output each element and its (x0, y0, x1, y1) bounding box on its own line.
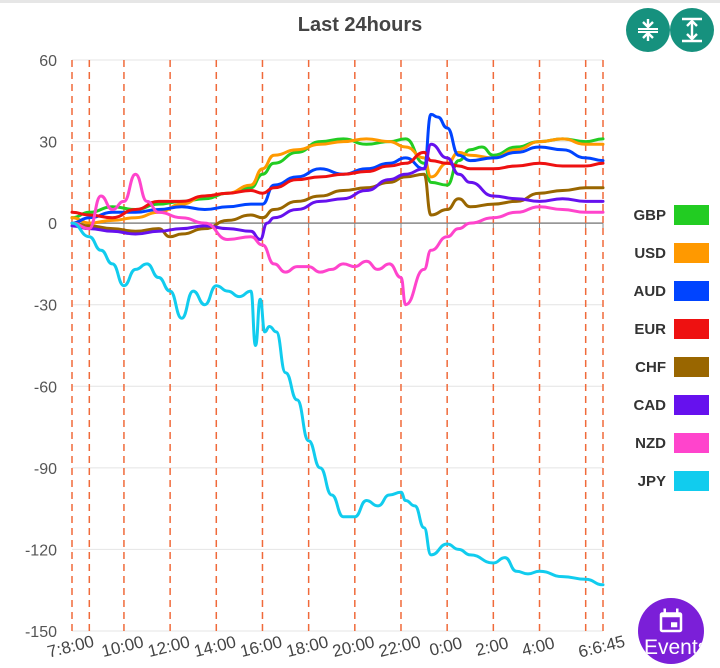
x-tick-label: 2:00 (474, 633, 511, 659)
x-tick-label: 16:00 (238, 632, 284, 661)
y-tick-label: -30 (34, 298, 57, 315)
legend-swatch (674, 395, 709, 415)
legend-label: JPY (637, 472, 666, 490)
x-tick-label: 0:00 (427, 633, 464, 659)
x-tick-label: 22:00 (377, 632, 423, 661)
y-tick-label: -60 (34, 379, 57, 396)
legend-swatch (674, 205, 709, 225)
x-tick-label: 6:6:45 (576, 632, 626, 662)
y-tick-label: -120 (25, 542, 57, 559)
legend-label: CAD (633, 396, 667, 414)
x-tick-label: 10:00 (100, 632, 146, 661)
legend-label: GBP (633, 206, 666, 224)
y-tick-label: -150 (25, 624, 57, 641)
series-line-aud (70, 112, 605, 225)
x-tick-label: 14:00 (192, 632, 238, 661)
series-line-chf (70, 172, 605, 239)
legend-label: USD (634, 244, 666, 262)
x-tick-label: 4:00 (520, 633, 557, 659)
expand-button[interactable] (670, 8, 714, 52)
series-line-nzd (70, 172, 605, 307)
top-border (0, 0, 720, 3)
legend-label: EUR (634, 320, 666, 338)
events-button[interactable]: Events (638, 598, 704, 664)
legend-item-eur[interactable]: EUR (628, 310, 720, 348)
x-tick-label: 20:00 (331, 632, 377, 661)
series-line-jpy (70, 221, 605, 587)
legend-swatch (674, 357, 709, 377)
x-tick-label: 12:00 (146, 632, 192, 661)
legend-label: NZD (635, 434, 666, 452)
legend-label: AUD (633, 282, 667, 300)
legend-item-nzd[interactable]: NZD (628, 424, 720, 462)
y-tick-label: 60 (39, 53, 57, 70)
legend-item-cad[interactable]: CAD (628, 386, 720, 424)
series-line-eur (70, 150, 605, 220)
y-tick-label: -90 (34, 461, 57, 478)
chart-title: Last 24hours (297, 14, 423, 36)
legend-item-jpy[interactable]: JPY (628, 462, 720, 500)
legend-item-usd[interactable]: USD (628, 234, 720, 272)
legend: GBP USD AUD EUR CHF CAD NZD JPY (628, 196, 720, 500)
legend-swatch (674, 433, 709, 453)
legend-item-chf[interactable]: CHF (628, 348, 720, 386)
legend-label: CHF (635, 358, 666, 376)
compress-button[interactable] (626, 8, 670, 52)
series-line-cad (70, 142, 605, 241)
events-label: Events (644, 636, 704, 659)
legend-swatch (674, 243, 709, 263)
legend-swatch (674, 319, 709, 339)
y-tick-label: 0 (48, 216, 57, 233)
legend-item-aud[interactable]: AUD (628, 272, 720, 310)
legend-item-gbp[interactable]: GBP (628, 196, 720, 234)
legend-swatch (674, 281, 709, 301)
calendar-icon (659, 608, 683, 633)
y-tick-label: 30 (39, 135, 57, 152)
expand-vertical-icon (682, 17, 702, 43)
compress-vertical-icon (638, 19, 658, 41)
legend-swatch (674, 471, 709, 491)
x-tick-label: 18:00 (284, 632, 330, 661)
